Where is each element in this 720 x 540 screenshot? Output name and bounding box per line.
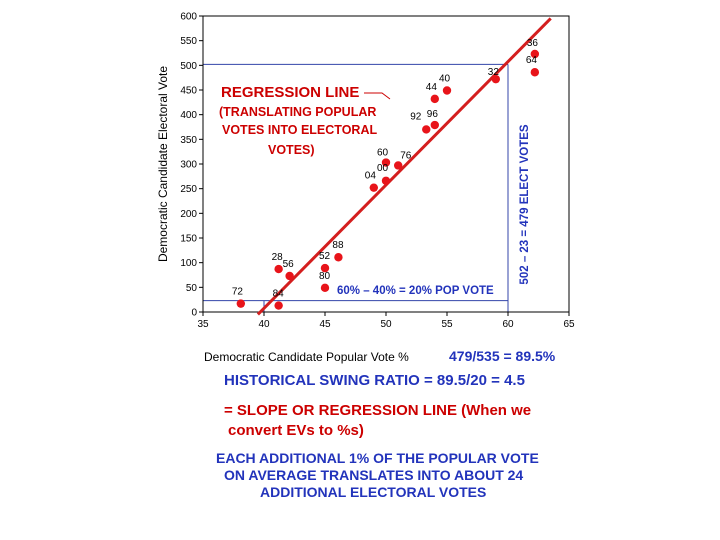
slope-text-line2: convert EVs to %s)	[228, 422, 364, 439]
slope-text-line1: = SLOPE OR REGRESSION LINE (When we	[224, 402, 532, 419]
regression-sub-line2: VOTES INTO ELECTORAL	[222, 123, 377, 137]
x-tick-label: 35	[197, 319, 209, 330]
y-tick-label: 350	[180, 135, 197, 146]
data-point-label: 92	[410, 111, 422, 122]
y-tick-label: 600	[180, 12, 197, 23]
annotations: REGRESSION LINE (TRANSLATING POPULAR VOTES…	[219, 84, 556, 364]
data-point-label: 00	[377, 163, 389, 174]
y-tick-label: 250	[180, 184, 197, 195]
each-text-line1: EACH ADDITIONAL 1% OF THE POPULAR VOTE	[216, 450, 539, 466]
data-point	[274, 264, 283, 274]
data-point-label: 96	[427, 109, 439, 120]
x-tick-label: 60	[502, 319, 514, 330]
y-tick-label: 100	[180, 258, 197, 269]
data-point	[394, 161, 403, 170]
x-tick-label: 65	[563, 319, 575, 330]
data-point	[381, 158, 391, 167]
data-point	[491, 74, 500, 84]
x-tick-label: 45	[319, 319, 331, 330]
y-tick-label: 400	[180, 110, 197, 121]
x-axis-title: Democratic Candidate Popular Vote %	[204, 350, 409, 364]
data-point	[369, 183, 378, 192]
data-point	[274, 301, 283, 310]
data-point	[381, 176, 391, 185]
ratio-annotation: 479/535 = 89.5%	[449, 348, 556, 364]
data-point-label: 80	[319, 271, 331, 282]
data-point	[236, 299, 246, 308]
data-point-label: 72	[232, 287, 244, 298]
x-tick-label: 40	[258, 319, 270, 330]
data-point	[422, 125, 431, 134]
data-point-label: 36	[527, 38, 539, 49]
y-tick-label: 550	[180, 36, 197, 47]
regression-line	[256, 17, 552, 316]
y-axis-title: Democratic Candidate Electoral Vote	[156, 66, 170, 262]
data-point-label: 76	[400, 150, 412, 161]
y-tick-label: 500	[180, 61, 197, 72]
data-point-label: 64	[526, 55, 538, 66]
data-point-label: 04	[365, 171, 377, 182]
data-point-label: 56	[283, 259, 295, 270]
reference-lines	[203, 63, 509, 312]
pop-range-annotation: 60% – 40% = 20% POP VOTE	[337, 285, 494, 297]
regression-sub-line3: VOTES)	[268, 143, 315, 157]
swing-ratio-text: HISTORICAL SWING RATIO = 89.5/20 = 4.5	[224, 372, 525, 389]
data-point-label: 52	[319, 251, 331, 262]
y-tick-label: 200	[180, 209, 197, 220]
data-point	[334, 253, 343, 262]
data-point	[285, 271, 294, 281]
y-tick-label: 50	[186, 283, 198, 294]
y-tick-label: 0	[191, 308, 197, 319]
data-point	[430, 120, 439, 130]
data-point-label: 28	[272, 252, 284, 263]
data-point-label: 32	[488, 67, 500, 78]
data-point-label: 88	[332, 240, 344, 251]
x-tick-label: 55	[441, 319, 453, 330]
data-point	[320, 283, 330, 293]
x-tick-label: 50	[380, 319, 392, 330]
each-text-line2: ON AVERAGE TRANSLATES INTO ABOUT 24	[224, 467, 524, 483]
each-text-line3: ADDITIONAL ELECTORAL VOTES	[260, 484, 487, 500]
data-point	[530, 49, 540, 59]
data-point-label: 40	[439, 73, 451, 84]
data-point	[320, 263, 330, 273]
regression-pointer	[364, 92, 391, 100]
data-point-label: 84	[273, 289, 285, 300]
data-point	[430, 94, 439, 104]
y-tick-label: 450	[180, 86, 197, 97]
data-point	[442, 86, 452, 95]
regression-sub-line1: (TRANSLATING POPULAR	[219, 105, 376, 119]
regression-layer	[256, 17, 552, 316]
regression-title-annotation: REGRESSION LINE	[221, 84, 359, 101]
ev-range-annotation: 502 – 23 = 479 ELECT VOTES	[519, 124, 531, 284]
data-point-label: 44	[426, 82, 438, 93]
y-tick-label: 300	[180, 160, 197, 171]
data-point	[530, 68, 540, 77]
data-point-label: 60	[377, 148, 389, 159]
y-tick-label: 150	[180, 234, 197, 245]
